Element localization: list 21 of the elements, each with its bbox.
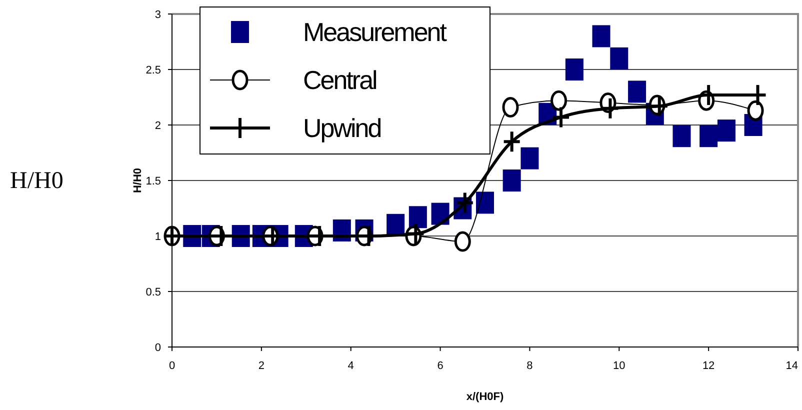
x-tick-label: 2: [258, 360, 264, 372]
x-tick-label: 10: [613, 360, 626, 372]
legend-label: Central: [303, 65, 378, 96]
y-tick-label: 2: [154, 120, 161, 132]
y-tick-label: 1.5: [146, 175, 161, 188]
y-tick-label: 2.5: [146, 64, 161, 76]
y-tick-label: 0.5: [146, 286, 161, 298]
x-tick-label: 14: [786, 360, 798, 372]
text: H/H0: [10, 168, 64, 194]
x-axis-title: x/(H0F): [466, 391, 504, 403]
x-tick-label: 0: [168, 360, 176, 372]
x-tick-label: 12: [702, 360, 715, 372]
y-axis-title: H/H0: [132, 168, 144, 194]
y-tick-label: 0: [154, 342, 161, 354]
legend-label: Upwind: [303, 113, 381, 144]
x-tick-label: 6: [437, 360, 444, 372]
y-tick-label: 3: [154, 8, 161, 21]
x-tick-label: 4: [348, 360, 354, 372]
legend-label: Measurement: [303, 17, 448, 48]
x-tick-label: 8: [526, 360, 533, 372]
y-tick-label: 1: [154, 230, 161, 243]
